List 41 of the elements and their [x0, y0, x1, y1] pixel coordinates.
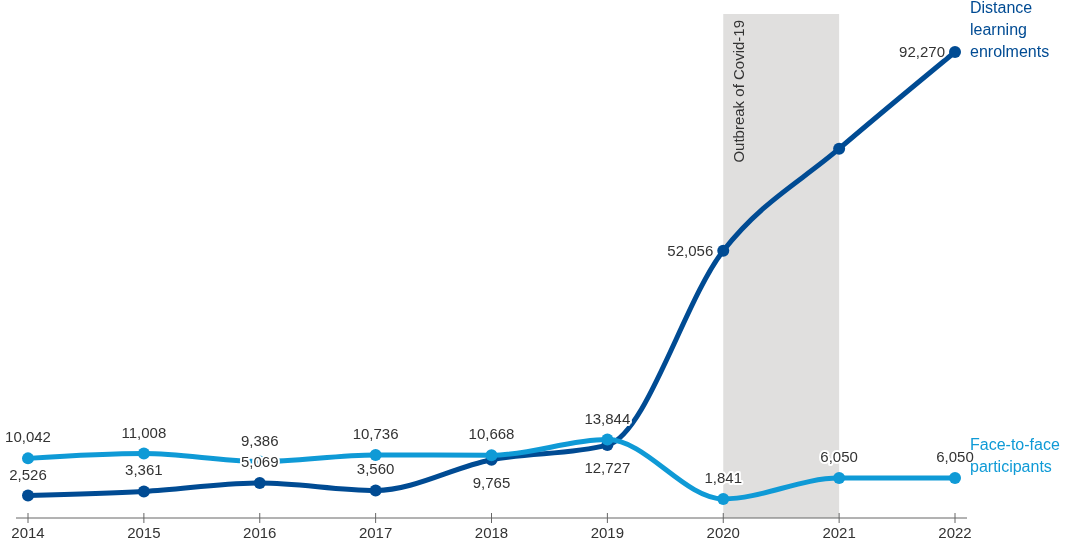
data-label: 3,560: [356, 460, 395, 478]
point: [22, 489, 34, 502]
band-label: Outbreak of Covid-19: [730, 20, 748, 163]
point: [717, 244, 730, 257]
point: [137, 485, 150, 498]
point: [253, 476, 266, 489]
data-label: 11,008: [121, 423, 167, 441]
x-tick-label: 2017: [358, 524, 393, 540]
series-label: Distance learning enrolments: [970, 0, 1050, 60]
data-label: 10,736: [352, 424, 399, 442]
x-tick-label: 2018: [474, 524, 509, 540]
point: [369, 484, 382, 497]
point: [485, 449, 498, 462]
data-label: 12,727: [584, 459, 631, 477]
x-tick-label: 2021: [822, 524, 856, 540]
x-tick-label: 2016: [243, 524, 277, 540]
data-label: 52,056: [667, 241, 714, 259]
data-label: 3,361: [125, 461, 163, 479]
point: [833, 142, 846, 155]
point: [833, 472, 846, 485]
data-label: 10,668: [468, 425, 515, 443]
x-tick-label: 2014: [11, 524, 45, 540]
point: [949, 472, 961, 485]
data-label: 13,844: [584, 409, 631, 427]
point: [369, 448, 382, 461]
x-tick-label: 2019: [590, 524, 625, 540]
data-label: 2,526: [9, 465, 47, 483]
data-label: 9,765: [472, 473, 511, 491]
x-tick-label: 2015: [127, 524, 161, 540]
data-label: 6,050: [820, 448, 858, 466]
x-tick-label: 2022: [938, 524, 972, 540]
data-label: 1,841: [704, 468, 743, 486]
data-label: 9,386: [240, 431, 279, 449]
point: [601, 433, 614, 446]
point: [137, 447, 150, 460]
point: [717, 492, 730, 505]
point: [949, 46, 961, 58]
data-label: 10,042: [5, 428, 51, 446]
data-label: 92,270: [899, 43, 945, 60]
x-tick-label: 2020: [706, 524, 740, 540]
point: [22, 452, 34, 465]
